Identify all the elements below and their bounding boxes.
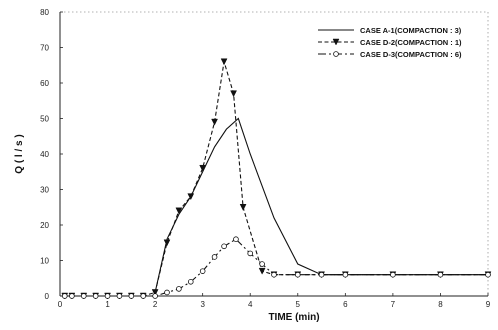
data-point xyxy=(294,271,301,278)
x-tick-label: 6 xyxy=(343,300,348,309)
y-tick-label: 40 xyxy=(40,150,49,159)
data-point xyxy=(211,118,218,126)
data-point xyxy=(140,293,147,299)
data-point xyxy=(199,268,206,274)
series-1 xyxy=(64,117,488,297)
y-tick-label: 80 xyxy=(40,8,49,17)
data-point xyxy=(239,204,247,211)
x-tick-label: 2 xyxy=(153,300,158,309)
x-tick-label: 4 xyxy=(248,300,253,309)
data-point xyxy=(211,254,218,260)
y-tick-label: 0 xyxy=(45,292,50,301)
x-tick-label: 0 xyxy=(58,300,63,309)
data-point xyxy=(176,286,182,292)
data-point xyxy=(128,293,135,299)
series-line xyxy=(64,238,488,297)
data-point xyxy=(187,278,194,285)
data-point xyxy=(199,164,207,172)
data-point xyxy=(258,267,266,275)
data-point xyxy=(92,293,99,299)
y-tick-label: 60 xyxy=(40,79,49,88)
data-point xyxy=(230,90,237,98)
data-point xyxy=(116,293,123,299)
data-point xyxy=(485,271,491,278)
x-axis-title: TIME (min) xyxy=(268,312,319,323)
y-tick-label: 20 xyxy=(40,221,49,230)
data-point xyxy=(220,58,228,66)
data-point xyxy=(437,271,444,278)
x-tick-label: 8 xyxy=(438,300,443,309)
data-point xyxy=(187,193,195,201)
data-point xyxy=(221,243,227,250)
data-point xyxy=(318,271,325,278)
data-point xyxy=(233,236,239,243)
legend: CASE A-1(COMPACTION : 3) CASE D-2(COMPACT… xyxy=(318,26,462,59)
x-tick-label: 1 xyxy=(105,300,110,309)
y-tick-label: 30 xyxy=(40,186,49,195)
data-point xyxy=(151,289,159,297)
legend-item-2: CASE D-2(COMPACTION : 1) xyxy=(318,38,462,47)
legend-item-1: CASE A-1(COMPACTION : 3) xyxy=(318,26,462,35)
data-point xyxy=(61,293,68,299)
x-tick-label: 3 xyxy=(200,300,205,309)
data-point xyxy=(80,293,87,299)
data-point xyxy=(247,250,254,257)
data-point xyxy=(164,289,170,296)
series-group xyxy=(61,58,492,300)
data-point xyxy=(152,293,158,299)
legend-label: CASE D-3(COMPACTION : 6) xyxy=(360,50,462,59)
data-point xyxy=(104,293,111,299)
series-2 xyxy=(61,58,492,300)
data-point xyxy=(163,239,171,247)
series-line xyxy=(64,61,488,297)
data-point xyxy=(342,271,349,278)
y-tick-label: 50 xyxy=(40,115,49,124)
data-point xyxy=(259,261,265,267)
data-point xyxy=(390,271,396,278)
legend-swatch-marker xyxy=(333,51,339,57)
legend-swatch-marker xyxy=(332,38,340,46)
y-axis-title: Q ( l / s ) xyxy=(14,134,25,173)
data-point xyxy=(175,207,183,215)
y-tick-label: 10 xyxy=(40,257,49,266)
x-tick-label: 7 xyxy=(391,300,396,309)
legend-label: CASE D-2(COMPACTION : 1) xyxy=(360,38,462,47)
legend-item-3: CASE D-3(COMPACTION : 6) xyxy=(318,50,462,59)
data-point xyxy=(69,293,75,299)
x-tick-label: 5 xyxy=(296,300,301,309)
y-tick-label: 70 xyxy=(40,44,49,53)
series-line xyxy=(64,117,488,297)
series-3 xyxy=(61,236,491,299)
legend-label: CASE A-1(COMPACTION : 3) xyxy=(360,26,462,35)
x-tick-label: 9 xyxy=(486,300,491,309)
data-point xyxy=(271,271,277,278)
